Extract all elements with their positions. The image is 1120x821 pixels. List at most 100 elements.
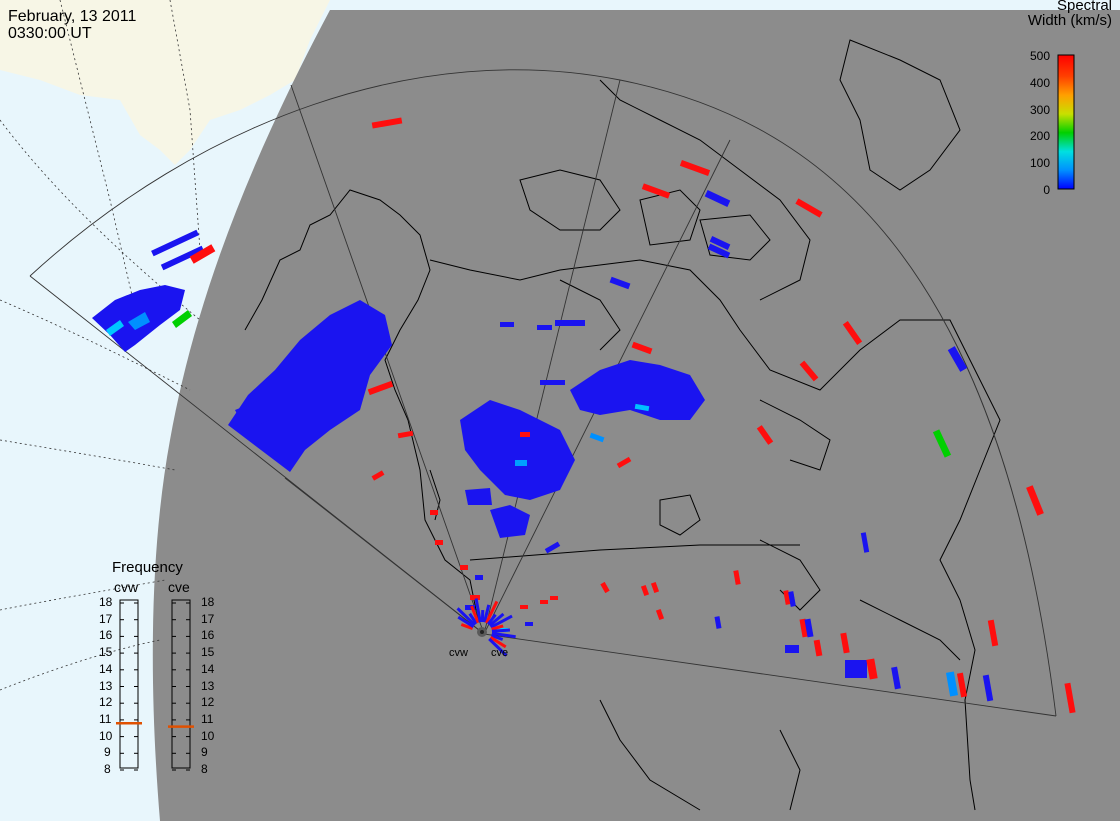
frequency-radar-a-label: cvw xyxy=(114,579,139,595)
scatter-cell xyxy=(704,190,731,207)
colorbar xyxy=(1057,54,1075,190)
scatter-cell xyxy=(679,160,711,176)
scatter-cell xyxy=(397,430,414,439)
backscatter-cells xyxy=(92,117,1076,714)
frequency-tick-label-left: 10 xyxy=(99,728,113,743)
frequency-tick-label-right: 10 xyxy=(201,728,215,743)
scatter-cell-near-site xyxy=(490,634,504,641)
scatter-cell xyxy=(470,595,480,600)
scatter-cell xyxy=(430,510,438,515)
scatter-cell xyxy=(987,619,999,647)
colorbar-tick-label: 500 xyxy=(1029,49,1050,63)
scatter-cell xyxy=(756,425,774,445)
scatter-cell xyxy=(785,645,799,653)
frequency-tick-label-right: 15 xyxy=(201,645,215,660)
frequency-tick-label-right: 16 xyxy=(201,628,215,643)
scatter-cell xyxy=(520,432,530,437)
scatter-cell-near-site xyxy=(474,598,482,623)
scatter-cell xyxy=(788,591,796,606)
scatter-cell xyxy=(151,229,199,257)
geo-grid xyxy=(0,0,201,691)
scatter-cell xyxy=(540,380,565,385)
scatter-cell xyxy=(465,605,475,610)
scatter-cell xyxy=(860,532,870,553)
frequency-tick-label-right: 18 xyxy=(201,595,215,609)
scatter-cell xyxy=(475,575,483,580)
scatter-cell xyxy=(1064,682,1076,714)
coastlines xyxy=(244,39,1001,811)
scatter-cell xyxy=(367,380,394,396)
scatter-cell-near-site xyxy=(490,614,513,629)
frequency-tick-label-left: 18 xyxy=(99,595,113,609)
scatter-cell xyxy=(555,320,585,326)
frequency-tick-label-right: 14 xyxy=(201,661,215,676)
night-region xyxy=(152,10,1120,821)
scatter-cell xyxy=(600,581,610,594)
scatter-cell xyxy=(460,565,468,570)
colorbar-title-line2: Width (km/s) xyxy=(1027,12,1112,29)
frequency-panel xyxy=(116,599,194,771)
scatter-cell-near-site xyxy=(482,604,491,623)
colorbar-tick-label: 300 xyxy=(1029,102,1050,117)
scatter-cell xyxy=(1026,485,1044,516)
date-text: February, 13 2011 xyxy=(8,8,137,25)
scatter-cell-near-site xyxy=(485,600,499,624)
scatter-cell xyxy=(525,622,533,626)
land-area xyxy=(0,0,330,165)
scatter-cell xyxy=(733,570,741,585)
scatter-cell xyxy=(515,460,527,466)
scatter-cell xyxy=(435,540,443,545)
scatter-cell xyxy=(707,243,731,259)
frequency-tick-label-right: 13 xyxy=(201,678,215,693)
scatter-patch-west-edge xyxy=(235,400,270,430)
scatter-cell xyxy=(891,666,901,690)
scatter-cell-near-site xyxy=(460,623,474,630)
scatter-cell-near-site xyxy=(457,615,475,628)
scatter-cell xyxy=(371,470,385,481)
radar-site-center xyxy=(480,630,484,634)
scatter-cell xyxy=(845,660,867,678)
scatter-cell xyxy=(982,674,994,702)
scatter-cell xyxy=(537,325,552,330)
frequency-radar-b-label: cve xyxy=(168,579,190,595)
scatter-cell xyxy=(842,321,863,345)
scatter-cell xyxy=(799,360,819,382)
scatter-patch-northeast xyxy=(570,360,705,420)
colorbar-title-line1: Spectral xyxy=(1056,0,1112,14)
scatter-cell xyxy=(160,245,205,271)
scatter-cell xyxy=(371,117,403,129)
site-label-east: cve xyxy=(491,647,509,659)
scatter-cell xyxy=(540,600,548,604)
scatter-cell-near-site xyxy=(489,636,507,649)
scatter-cell xyxy=(655,608,665,621)
scatter-cell-near-site xyxy=(468,612,478,625)
frequency-tick-label-left: 12 xyxy=(99,695,113,710)
frequency-tick-label-left: 13 xyxy=(99,678,113,693)
scatter-cell xyxy=(616,456,632,469)
scatter-cell xyxy=(520,605,528,609)
frequency-tick-label-right: 17 xyxy=(201,611,215,626)
scatter-cell-near-site xyxy=(491,624,504,631)
scatter-cell xyxy=(947,346,968,372)
scatter-cell xyxy=(550,596,558,600)
scatter-cell xyxy=(709,236,731,250)
colorbar-tick-label: 200 xyxy=(1029,129,1050,144)
scatter-cell-near-site xyxy=(456,607,476,627)
scatter-cell-near-site xyxy=(488,612,505,627)
scatter-cell xyxy=(641,183,671,199)
scatter-cell xyxy=(813,639,823,657)
frequency-tick-label-left: 16 xyxy=(99,628,113,643)
scatter-cell xyxy=(945,671,959,697)
frequency-tick-label-right: 11 xyxy=(201,711,214,726)
scatter-patch-south-west xyxy=(465,488,492,505)
frequency-tick-label-right: 12 xyxy=(201,695,215,710)
scatter-patch-pacific-cyan xyxy=(106,320,124,336)
scatter-cell xyxy=(795,198,823,218)
frequency-box-cve xyxy=(171,599,191,769)
frequency-box-cvw xyxy=(119,599,139,769)
scatter-cell xyxy=(650,581,660,594)
scatter-cell-near-site xyxy=(491,631,516,639)
frequency-tick-label-left: 14 xyxy=(99,661,113,676)
scatter-patch-south xyxy=(490,505,530,538)
